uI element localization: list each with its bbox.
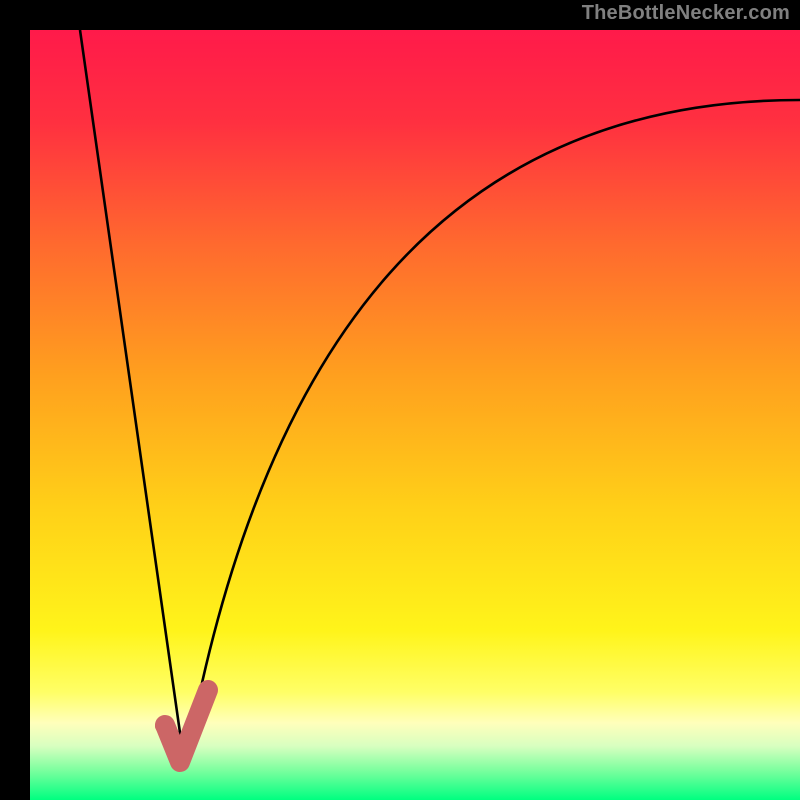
plot-background bbox=[30, 30, 800, 800]
figure-container: TheBottleNecker.com bbox=[0, 0, 800, 800]
plot-area bbox=[30, 30, 800, 800]
watermark-text: TheBottleNecker.com bbox=[582, 2, 790, 25]
